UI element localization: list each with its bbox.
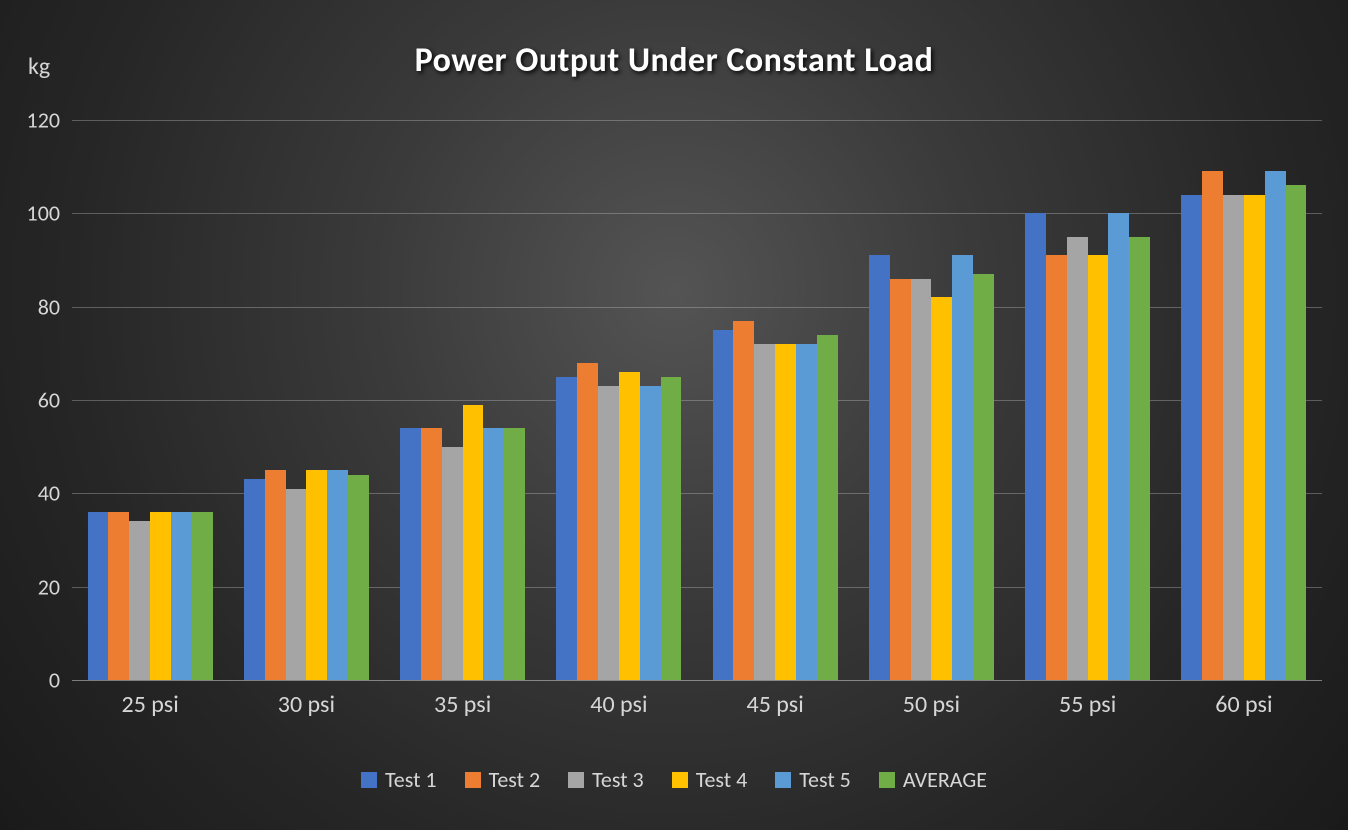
legend-item: Test 4 [672,766,748,793]
bar [713,330,734,680]
bar [400,428,421,680]
x-tick-label: 55 psi [1059,690,1116,719]
bar [88,512,109,680]
bar [421,428,442,680]
legend-item: Test 1 [361,766,437,793]
bar [1108,213,1129,680]
x-tick-label: 25 psi [122,690,179,719]
y-tick-label: 100 [0,200,60,227]
bar [1025,213,1046,680]
bar [973,274,994,680]
legend-swatch [465,772,481,788]
bar [775,344,796,680]
bar [619,372,640,680]
bar [911,279,932,680]
legend-item: Test 3 [568,766,644,793]
legend-swatch [672,772,688,788]
bar [754,344,775,680]
bar [733,321,754,680]
y-tick-label: 80 [0,293,60,320]
legend-label: Test 2 [489,766,541,793]
y-tick-label: 0 [0,667,60,694]
gridline [72,120,1322,121]
bar [796,344,817,680]
gridline [72,213,1322,214]
chart-container: Power Output Under Constant Load kg 0 20 4… [0,0,1348,830]
bar [504,428,525,680]
legend-item: Test 2 [465,766,541,793]
bar [1181,195,1202,680]
bar [463,405,484,680]
bar [931,297,952,680]
bar [556,377,577,680]
bar [483,428,504,680]
bar [1067,237,1088,680]
bar [1088,255,1109,680]
x-tick-label: 50 psi [903,690,960,719]
bar [1129,237,1150,680]
legend-label: Test 5 [799,766,851,793]
y-tick-label: 120 [0,107,60,134]
bar [348,475,369,680]
y-tick-label: 20 [0,573,60,600]
chart-title: Power Output Under Constant Load [0,40,1348,81]
bar [108,512,129,680]
legend-swatch [879,772,895,788]
bar [1046,255,1067,680]
legend-label: Test 3 [592,766,644,793]
bar [952,255,973,680]
plot-area [72,120,1322,680]
x-tick-label: 30 psi [278,690,335,719]
bar [890,279,911,680]
legend-swatch [568,772,584,788]
legend-swatch [361,772,377,788]
bar [1286,185,1307,680]
legend-label: AVERAGE [903,766,987,793]
y-axis-unit-label: kg [28,52,50,81]
legend-item: AVERAGE [879,766,987,793]
bar [598,386,619,680]
x-tick-label: 35 psi [434,690,491,719]
bar [306,470,327,680]
bar [817,335,838,680]
bar [150,512,171,680]
bar [577,363,598,680]
bar [286,489,307,680]
bar [129,521,150,680]
legend-swatch [775,772,791,788]
y-tick-label: 60 [0,387,60,414]
bar [171,512,192,680]
bar [265,470,286,680]
bar [192,512,213,680]
x-tick-label: 40 psi [590,690,647,719]
bar [442,447,463,680]
y-tick-label: 40 [0,480,60,507]
legend-item: Test 5 [775,766,851,793]
bar [1265,171,1286,680]
x-tick-label: 45 psi [747,690,804,719]
legend: Test 1 Test 2 Test 3 Test 4 Test 5 AVERAGE [0,766,1348,793]
bar [869,255,890,680]
bar [1223,195,1244,680]
bar [1202,171,1223,680]
bar [244,479,265,680]
bar [1244,195,1265,680]
bar [661,377,682,680]
bar [640,386,661,680]
legend-label: Test 4 [696,766,748,793]
x-tick-label: 60 psi [1215,690,1272,719]
bar [327,470,348,680]
x-axis-baseline [72,680,1322,681]
legend-label: Test 1 [385,766,437,793]
